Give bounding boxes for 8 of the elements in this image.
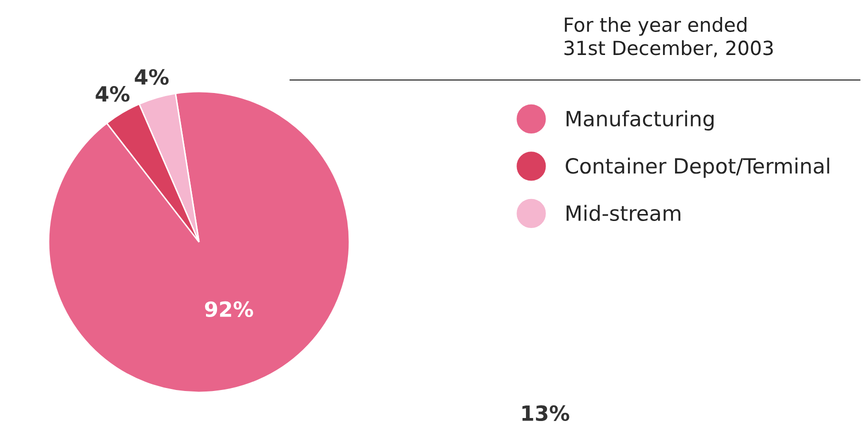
legend-label: Mid-stream — [566, 204, 680, 222]
data-label: 4% — [96, 86, 130, 102]
legend-label: Container Depot/Terminal — [566, 158, 830, 178]
data-label: 92% — [205, 301, 254, 318]
legend-label: Manufacturing — [566, 110, 714, 131]
chart-title: For the year ended 31st December, 2003 — [564, 16, 773, 58]
text: 13% — [522, 405, 570, 422]
data-label: 4% — [134, 69, 169, 85]
